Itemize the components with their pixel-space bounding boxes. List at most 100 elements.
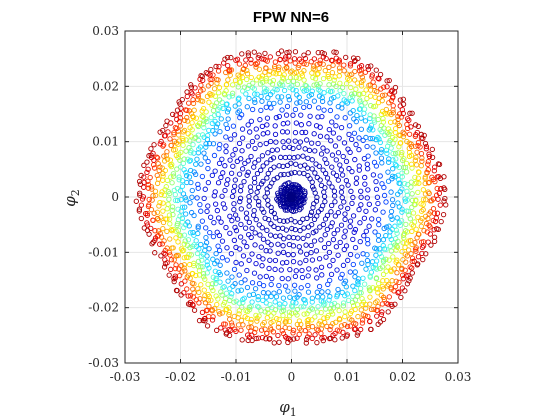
data-point <box>324 148 330 154</box>
data-point <box>260 236 267 242</box>
data-point <box>408 124 414 130</box>
data-point <box>232 177 238 183</box>
data-point <box>224 54 231 61</box>
data-point <box>348 84 354 91</box>
data-point <box>255 293 261 300</box>
data-point <box>296 331 302 337</box>
data-point <box>364 143 370 150</box>
data-point <box>188 252 194 258</box>
data-point <box>378 311 385 318</box>
data-point <box>320 203 326 209</box>
data-point <box>332 330 338 337</box>
data-point <box>171 276 177 282</box>
data-point <box>356 163 362 169</box>
data-point <box>211 193 217 199</box>
data-point <box>176 232 183 238</box>
data-point <box>289 310 295 316</box>
data-point <box>346 165 352 172</box>
data-point <box>239 304 245 310</box>
data-point <box>371 113 377 119</box>
data-point <box>386 131 392 137</box>
data-point <box>285 288 291 294</box>
data-point <box>253 260 259 267</box>
data-point <box>404 281 411 287</box>
data-point <box>383 256 389 262</box>
data-point <box>398 152 405 158</box>
data-point <box>266 72 272 78</box>
data-point <box>359 260 365 266</box>
data-point <box>224 270 230 276</box>
data-point <box>264 115 271 121</box>
data-point <box>202 318 208 324</box>
data-point <box>285 276 291 282</box>
data-point <box>226 94 232 100</box>
data-point <box>294 100 300 106</box>
data-point <box>224 330 230 336</box>
data-point <box>209 317 216 323</box>
data-point <box>209 172 216 179</box>
data-point <box>289 68 295 74</box>
data-point <box>315 71 321 77</box>
data-point <box>150 217 156 224</box>
data-point <box>418 223 424 229</box>
ring-series-13 <box>180 91 403 303</box>
data-point <box>418 150 425 157</box>
data-point <box>253 216 259 223</box>
data-point <box>387 91 393 97</box>
data-point <box>223 82 230 88</box>
data-point <box>406 278 412 284</box>
data-point <box>259 263 265 269</box>
data-point <box>425 180 432 186</box>
data-point <box>244 76 250 83</box>
x-axis-label: φ1 <box>279 398 297 419</box>
data-point <box>193 171 199 178</box>
data-point <box>281 307 287 314</box>
data-point <box>173 262 179 268</box>
data-point <box>199 309 206 316</box>
data-point <box>372 299 379 306</box>
x-tick-label: -0.01 <box>221 370 252 384</box>
data-point <box>146 196 152 203</box>
data-point <box>292 273 299 280</box>
data-point <box>239 337 245 343</box>
data-point <box>314 340 320 346</box>
data-point <box>375 232 382 239</box>
data-point <box>285 93 292 100</box>
data-point <box>253 126 259 132</box>
data-point <box>292 49 299 55</box>
data-point <box>367 103 374 109</box>
data-point <box>335 252 341 258</box>
data-point <box>365 261 371 268</box>
data-point <box>193 272 199 279</box>
data-point <box>199 98 206 104</box>
data-point <box>380 237 387 243</box>
data-point <box>168 174 174 180</box>
data-point <box>261 319 267 326</box>
data-point <box>225 62 231 69</box>
data-point <box>239 51 245 57</box>
data-point <box>223 290 230 296</box>
data-point <box>326 240 332 247</box>
data-point <box>299 274 306 281</box>
ring-series-9 <box>211 120 372 274</box>
data-point <box>358 188 364 194</box>
data-point <box>353 86 359 92</box>
data-point <box>268 138 274 145</box>
data-point <box>241 84 248 90</box>
data-point <box>320 337 326 344</box>
data-point <box>341 97 347 103</box>
data-point <box>337 316 343 323</box>
data-point <box>332 74 338 80</box>
data-point <box>246 95 252 102</box>
data-point <box>160 200 166 206</box>
data-point <box>223 134 229 140</box>
data-point <box>267 54 273 60</box>
data-point <box>277 233 283 239</box>
data-point <box>333 172 340 179</box>
data-point <box>367 318 373 325</box>
data-point <box>324 226 330 233</box>
data-point <box>278 94 285 100</box>
data-point <box>152 235 159 241</box>
data-point <box>436 190 443 197</box>
data-point <box>216 247 223 254</box>
